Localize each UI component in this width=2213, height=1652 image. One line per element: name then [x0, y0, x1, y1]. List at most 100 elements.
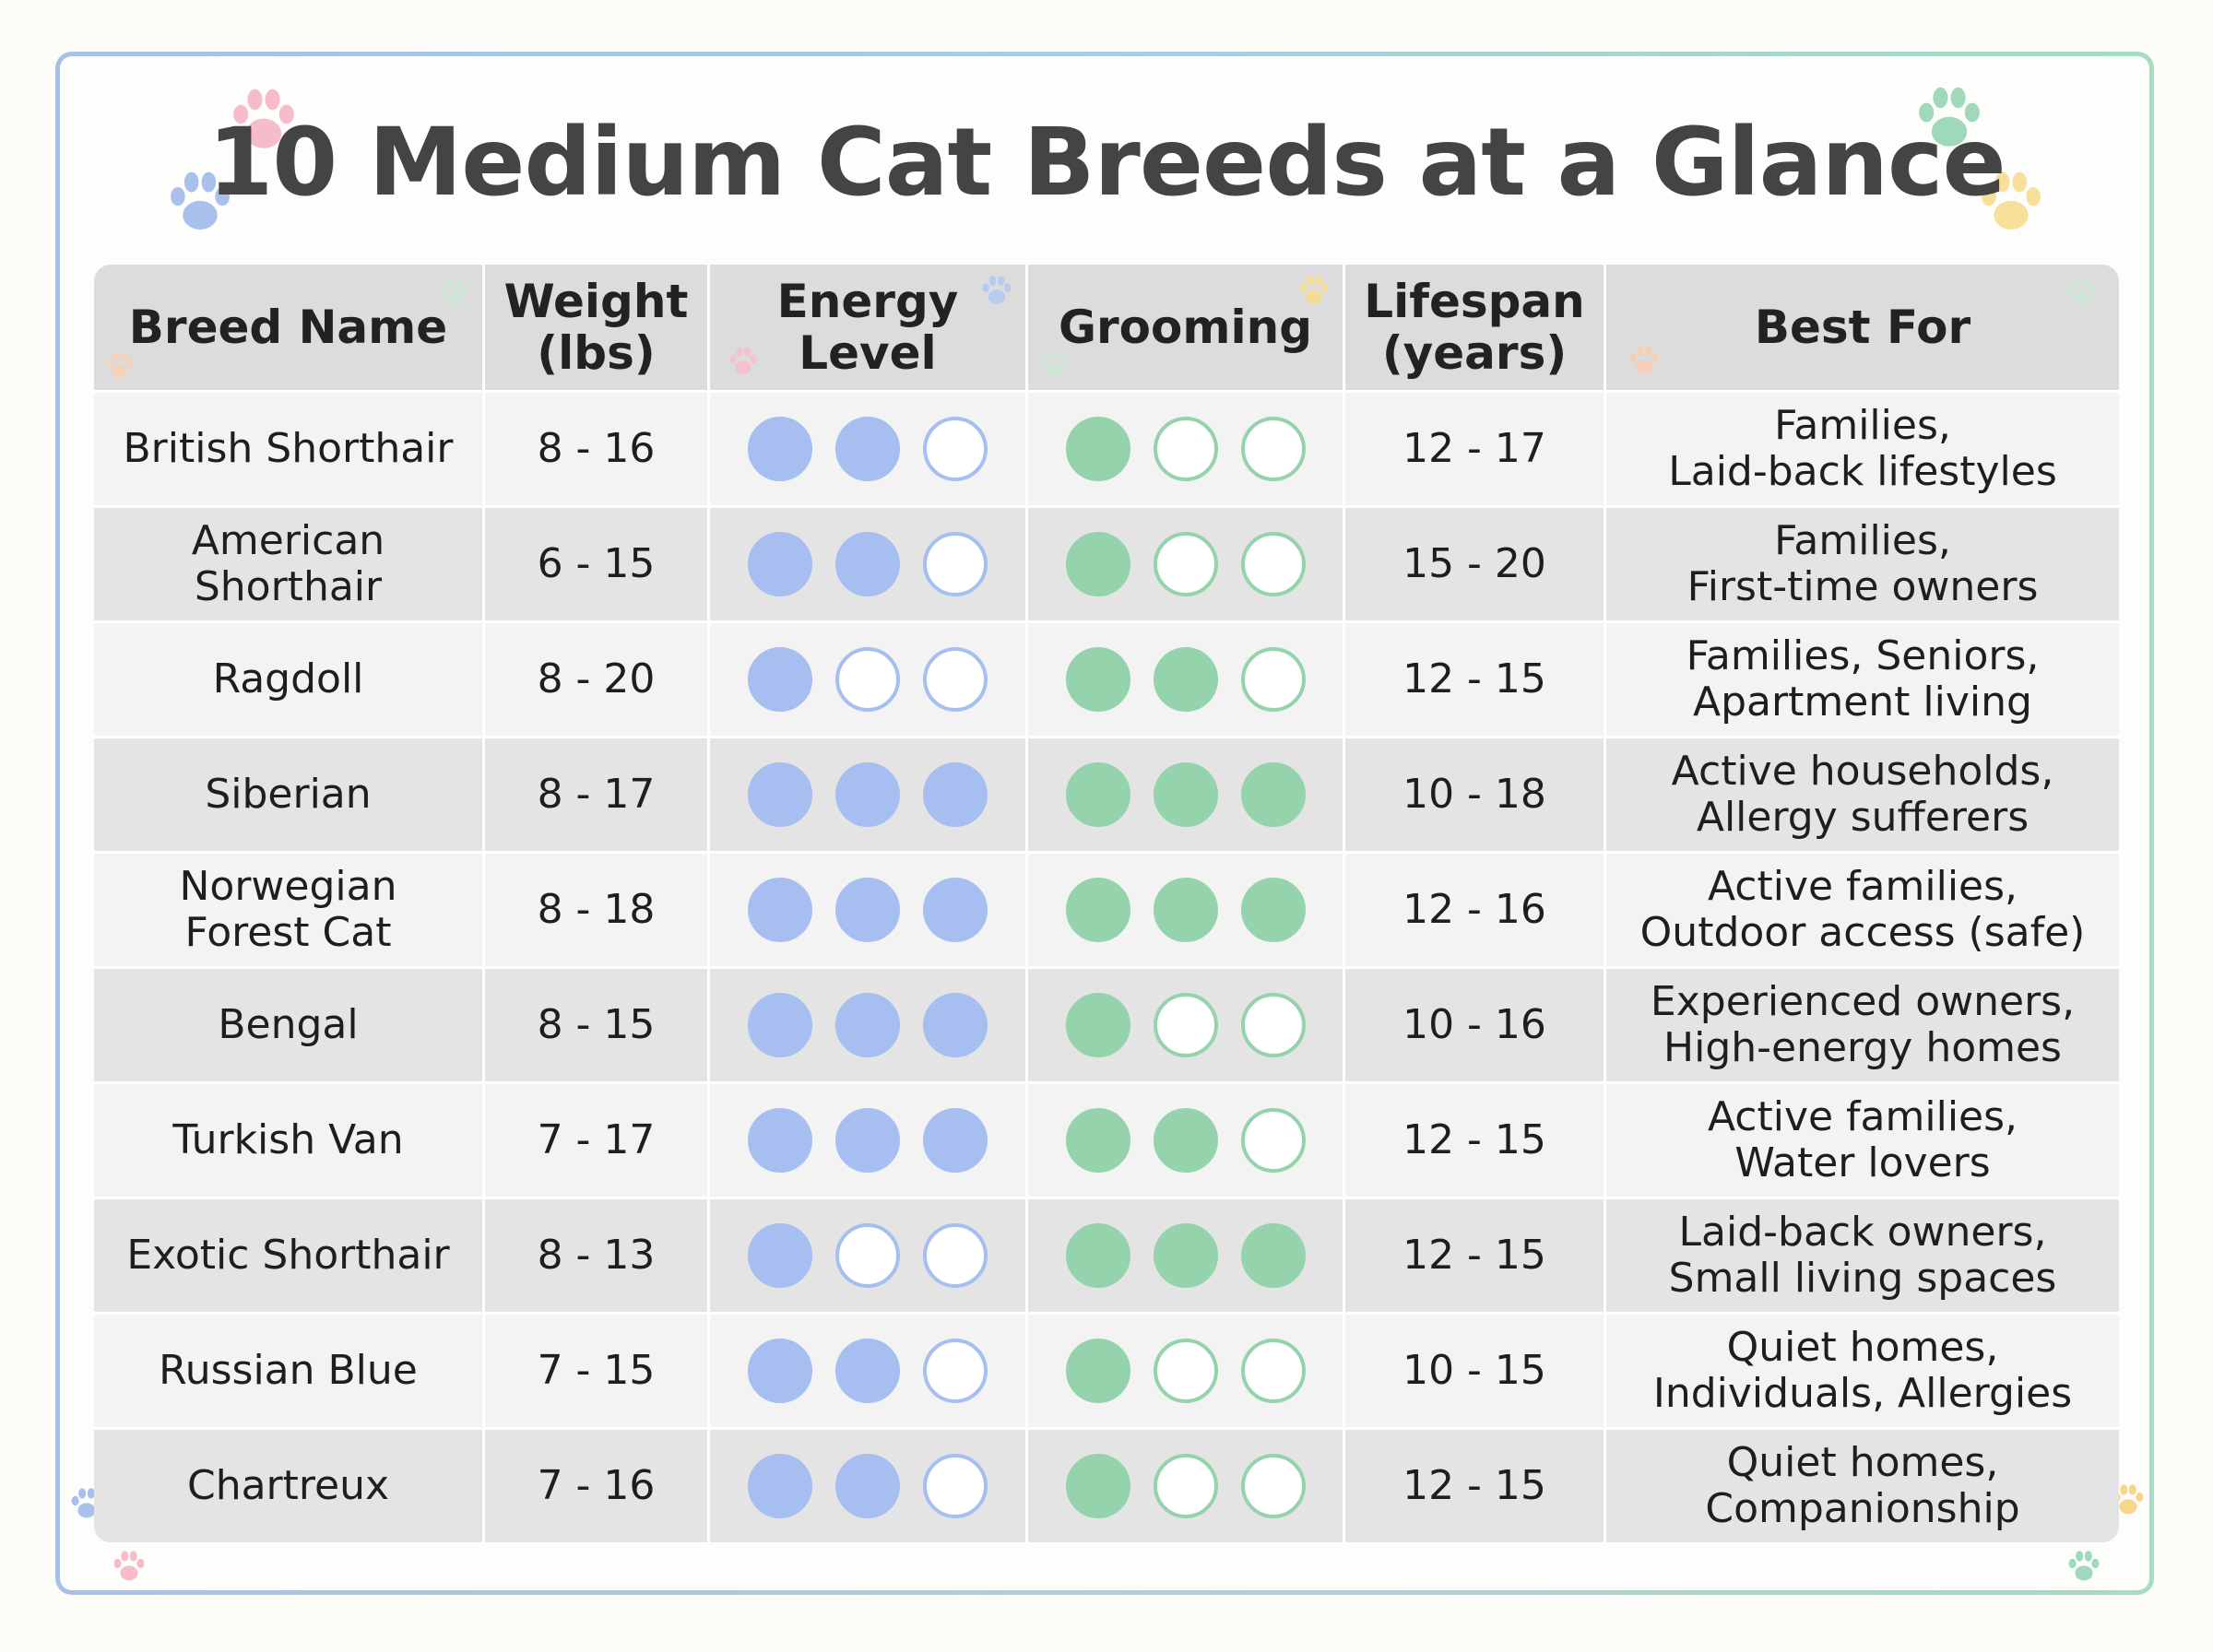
weight-cell: 8 - 16 [485, 390, 710, 505]
paw-print-icon [2066, 277, 2096, 306]
weight-cell: 7 - 17 [485, 1081, 710, 1197]
lifespan-cell: 12 - 16 [1345, 851, 1606, 966]
table-row: Turkish Van 7 - 17 12 - 15 Active families,… [94, 1081, 2119, 1197]
rating-dot-filled [1065, 878, 1130, 942]
weight-cell-text: 7 - 15 [537, 1347, 656, 1394]
best-for-cell: Families, Laid-back lifestyles [1606, 390, 2119, 505]
lifespan-cell-text: 10 - 18 [1402, 771, 1546, 818]
rating-dot-empty [923, 1454, 988, 1518]
weight-cell-text: 8 - 16 [537, 425, 656, 472]
energy-level-cell [710, 1081, 1028, 1197]
rating-dot-empty [1240, 1108, 1306, 1173]
rating-dot-empty [1240, 1454, 1306, 1518]
lifespan-cell-text: 12 - 15 [1402, 1116, 1546, 1163]
energy-level-cell [710, 505, 1028, 620]
column-header-grooming: Grooming [1028, 265, 1345, 390]
weight-cell: 8 - 20 [485, 620, 710, 736]
lifespan-cell-text: 15 - 20 [1402, 540, 1546, 587]
breed-name-cell-text: American Shorthair [191, 517, 385, 610]
lifespan-cell-text: 12 - 17 [1402, 425, 1546, 472]
energy-level-cell [710, 1427, 1028, 1542]
grooming-cell-dots [1028, 1108, 1343, 1173]
table-row: Bengal 8 - 15 10 - 16 Experienced owners, H… [94, 966, 2119, 1081]
lifespan-cell: 10 - 16 [1345, 966, 1606, 1081]
energy-level-cell-dots [710, 1108, 1025, 1173]
rating-dot-filled [835, 417, 900, 481]
grooming-cell [1028, 736, 1345, 851]
column-header-label: Breed Name [128, 301, 448, 354]
breed-name-cell-text: Norwegian Forest Cat [179, 863, 397, 956]
lifespan-cell-text: 10 - 16 [1402, 1001, 1546, 1048]
breed-name-cell: Norwegian Forest Cat [94, 851, 485, 966]
paw-print-icon [113, 1551, 145, 1581]
grooming-cell [1028, 1427, 1345, 1542]
paw-print-icon [1299, 276, 1329, 304]
rating-dot-empty [1240, 1339, 1306, 1403]
grooming-cell [1028, 1197, 1345, 1312]
paw-print-icon [729, 348, 757, 374]
rating-dot-empty [1240, 993, 1306, 1057]
rating-dot-filled [748, 532, 812, 596]
rating-dot-filled [748, 993, 812, 1057]
lifespan-cell-text: 12 - 15 [1402, 655, 1546, 702]
best-for-cell: Laid-back owners, Small living spaces [1606, 1197, 2119, 1312]
rating-dot-filled [923, 878, 988, 942]
table-row: Chartreux 7 - 16 12 - 15 Quiet homes, Compa… [94, 1427, 2119, 1542]
rating-dot-filled [1065, 1339, 1130, 1403]
grooming-cell [1028, 851, 1345, 966]
rating-dot-empty [1153, 1454, 1218, 1518]
rating-dot-filled [748, 1454, 812, 1518]
energy-level-cell [710, 851, 1028, 966]
breed-name-cell: Chartreux [94, 1427, 485, 1542]
breed-name-cell: Exotic Shorthair [94, 1197, 485, 1312]
energy-level-cell-dots [710, 1223, 1025, 1288]
breed-name-cell-text: Chartreux [186, 1462, 390, 1509]
rating-dot-filled [748, 878, 812, 942]
weight-cell: 8 - 17 [485, 736, 710, 851]
rating-dot-filled [1240, 1223, 1306, 1288]
lifespan-cell-text: 12 - 16 [1402, 886, 1546, 933]
lifespan-cell: 15 - 20 [1345, 505, 1606, 620]
column-header-breed: Breed Name [94, 265, 485, 390]
weight-cell-text: 7 - 17 [537, 1116, 656, 1163]
rating-dot-filled [1153, 1223, 1218, 1288]
lifespan-cell: 10 - 15 [1345, 1312, 1606, 1427]
lifespan-cell: 12 - 15 [1345, 1197, 1606, 1312]
weight-cell: 6 - 15 [485, 505, 710, 620]
rating-dot-filled [748, 762, 812, 827]
energy-level-cell [710, 736, 1028, 851]
energy-level-cell-dots [710, 532, 1025, 596]
column-header-label: Weight (lbs) [503, 275, 689, 380]
lifespan-cell: 12 - 15 [1345, 620, 1606, 736]
weight-cell: 8 - 13 [485, 1197, 710, 1312]
rating-dot-empty [923, 1339, 988, 1403]
weight-cell: 8 - 18 [485, 851, 710, 966]
rating-dot-filled [748, 1339, 812, 1403]
rating-dot-filled [835, 878, 900, 942]
paw-print-icon [1919, 87, 1980, 147]
grooming-cell-dots [1028, 417, 1343, 481]
breed-name-cell-text: Bengal [218, 1001, 359, 1048]
best-for-cell: Experienced owners, High-energy homes [1606, 966, 2119, 1081]
breed-name-cell-text: Russian Blue [159, 1347, 418, 1394]
weight-cell-text: 8 - 13 [537, 1232, 656, 1279]
paw-print-icon [1042, 351, 1070, 378]
paw-print-icon [233, 88, 294, 148]
rating-dot-filled [835, 762, 900, 827]
best-for-cell: Quiet homes, Companionship [1606, 1427, 2119, 1542]
paw-print-icon [439, 277, 468, 306]
rating-dot-filled [1153, 762, 1218, 827]
weight-cell: 7 - 16 [485, 1427, 710, 1542]
rating-dot-filled [748, 1223, 812, 1288]
grooming-cell-dots [1028, 647, 1343, 712]
rating-dot-empty [1153, 417, 1218, 481]
grooming-cell-dots [1028, 993, 1343, 1057]
rating-dot-filled [1153, 647, 1218, 712]
weight-cell-text: 6 - 15 [537, 540, 656, 587]
weight-cell-text: 8 - 20 [537, 655, 656, 702]
energy-level-cell [710, 966, 1028, 1081]
best-for-cell-text: Laid-back owners, Small living spaces [1668, 1209, 2057, 1302]
grooming-cell [1028, 505, 1345, 620]
lifespan-cell: 12 - 15 [1345, 1427, 1606, 1542]
breed-name-cell: Turkish Van [94, 1081, 485, 1197]
